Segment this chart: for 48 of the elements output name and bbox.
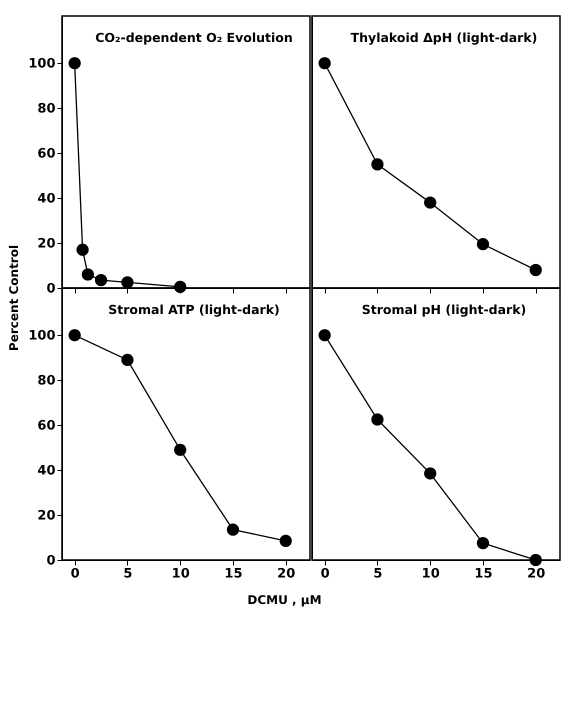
- point: [68, 329, 81, 342]
- point: [371, 158, 384, 170]
- point: [82, 268, 94, 281]
- point: [318, 57, 331, 70]
- x-tick-label: 0: [320, 566, 330, 582]
- text: Thylakoid ΔpH (light-dark): [350, 30, 538, 45]
- y-tick-label: 40: [37, 464, 56, 479]
- x-tick-label: 5: [373, 566, 382, 582]
- point: [121, 276, 134, 288]
- text: Stromal pH (light-dark): [362, 302, 526, 317]
- y-tick-label: 80: [37, 374, 56, 389]
- x-tick-label: 10: [422, 566, 440, 582]
- y-tick-label: 80: [37, 102, 56, 117]
- y-tick-label: 40: [37, 192, 56, 207]
- point: [226, 524, 240, 536]
- point: [371, 413, 384, 426]
- y-tick-label: 100: [28, 56, 56, 72]
- point: [476, 537, 490, 550]
- x-tick-label: 20: [527, 566, 546, 582]
- point: [174, 444, 186, 456]
- y-tick-label: 0: [46, 554, 56, 568]
- point: [280, 534, 292, 548]
- y-axis-title: Percent Control: [7, 244, 22, 352]
- x-tick-label: 0: [70, 566, 80, 582]
- point: [530, 554, 542, 566]
- x-tick-label: 15: [224, 566, 243, 582]
- x-tick-label: 10: [172, 566, 190, 582]
- y-tick-label: 0: [46, 282, 56, 296]
- point: [424, 196, 436, 209]
- point: [476, 238, 490, 250]
- y-tick-label: 60: [37, 146, 56, 162]
- x-tick-label: 5: [123, 566, 132, 582]
- point: [94, 274, 108, 286]
- text: CO₂-dependent O₂ Evolution: [95, 30, 293, 45]
- y-tick-label: 20: [37, 508, 56, 524]
- point: [68, 57, 81, 70]
- point: [121, 354, 134, 366]
- x-tick-label: 15: [474, 566, 493, 582]
- x-tick-label: 20: [277, 566, 296, 582]
- y-tick-label: 100: [28, 328, 56, 344]
- point: [318, 329, 331, 342]
- y-tick-label: 20: [37, 236, 56, 252]
- point: [76, 244, 89, 256]
- point: [424, 467, 436, 480]
- x-axis-title: DCMU , µM: [247, 592, 322, 607]
- y-tick-label: 60: [37, 418, 56, 434]
- point: [530, 264, 542, 276]
- text: Stromal ATP (light-dark): [108, 302, 280, 317]
